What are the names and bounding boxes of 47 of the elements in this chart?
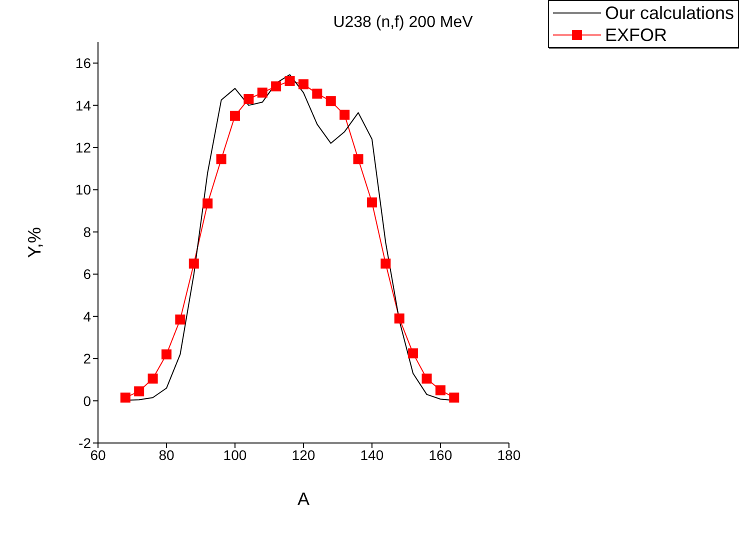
- y-tick-label: 12: [75, 139, 92, 156]
- chart-title: U238 (n,f) 200 MeV: [332, 14, 474, 32]
- point: [340, 110, 350, 120]
- y-axis-title: Y,%: [24, 227, 44, 258]
- y-tick-label: 0: [83, 392, 92, 409]
- point: [257, 88, 268, 98]
- x-tick-label: 100: [223, 446, 247, 463]
- x-tick-label: 140: [360, 446, 384, 463]
- x-axis-title: A: [297, 489, 310, 509]
- y-tick-label: 2: [83, 350, 92, 367]
- y-tick-label: 8: [83, 224, 92, 240]
- x-tick-label: 80: [158, 446, 174, 463]
- point: [244, 94, 254, 104]
- point: [216, 154, 226, 164]
- point: [188, 258, 199, 269]
- point: [161, 349, 172, 360]
- x-tick-label: 180: [497, 446, 521, 463]
- point: [134, 386, 144, 396]
- point: [366, 197, 377, 208]
- point: [148, 374, 158, 384]
- y-tick-label: 4: [83, 308, 92, 324]
- y-tick-label: 14: [75, 97, 92, 114]
- point: [422, 374, 432, 384]
- point: [284, 76, 295, 86]
- point: [175, 314, 186, 325]
- point: [120, 392, 130, 403]
- point: [312, 88, 322, 99]
- point: [298, 79, 308, 90]
- legend-label: Our calculations: [604, 2, 734, 24]
- point: [394, 313, 404, 324]
- point: [353, 154, 364, 164]
- x-tick-label: 60: [90, 446, 106, 463]
- x-tick-label: 160: [428, 446, 452, 463]
- x-tick-label: 120: [292, 446, 316, 463]
- point: [230, 110, 240, 121]
- point: [449, 392, 460, 403]
- y-tick-label: 16: [75, 55, 92, 72]
- point: [435, 385, 446, 396]
- point: [326, 96, 336, 106]
- point: [271, 81, 282, 92]
- y-tick-label: 6: [83, 266, 92, 282]
- point: [408, 348, 418, 358]
- y-tick-label: 10: [75, 182, 92, 198]
- legend-label: EXFOR: [604, 24, 667, 46]
- point: [380, 258, 391, 269]
- y-tick-label: -2: [78, 434, 92, 451]
- point: [202, 198, 213, 208]
